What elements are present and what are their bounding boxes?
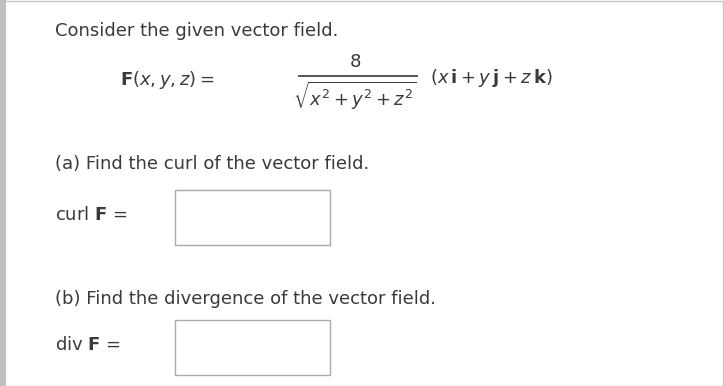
Text: curl $\mathbf{F}$ =: curl $\mathbf{F}$ = [55,206,127,224]
Text: $\sqrt{x^2 + y^2 + z^2}$: $\sqrt{x^2 + y^2 + z^2}$ [293,80,417,112]
Text: $(x\,\mathbf{i} + y\,\mathbf{j} + z\,\mathbf{k})$: $(x\,\mathbf{i} + y\,\mathbf{j} + z\,\ma… [430,67,552,89]
Text: (b) Find the divergence of the vector field.: (b) Find the divergence of the vector fi… [55,290,436,308]
Text: div $\mathbf{F}$ =: div $\mathbf{F}$ = [55,336,121,354]
Bar [175,320,330,375]
Bar [0,0,6,386]
Text: Consider the given vector field.: Consider the given vector field. [55,22,338,40]
Bar [175,190,330,245]
Text: $\mathbf{F}$$(x, y, z) =$: $\mathbf{F}$$(x, y, z) =$ [120,69,214,91]
Text: (a) Find the curl of the vector field.: (a) Find the curl of the vector field. [55,155,369,173]
Text: $8$: $8$ [349,53,361,71]
